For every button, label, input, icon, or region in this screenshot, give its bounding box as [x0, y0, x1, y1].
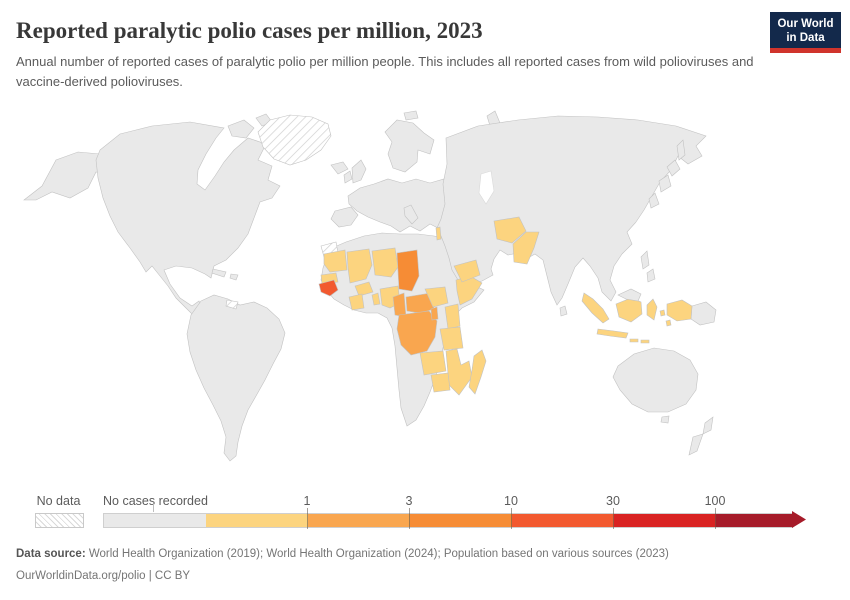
legend-seg-1-3[interactable] — [308, 514, 410, 527]
indonesia-maluku-1[interactable] — [659, 309, 666, 317]
region-french-guiana-no-data[interactable] — [225, 299, 239, 310]
country-mali[interactable] — [346, 248, 373, 284]
country-uganda[interactable] — [430, 306, 439, 321]
region-new-zealand-south[interactable] — [688, 433, 704, 456]
legend-tick-30: 30 — [606, 494, 620, 508]
region-iberia[interactable] — [330, 206, 359, 228]
license-line[interactable]: OurWorldinData.org/polio | CC BY — [16, 570, 191, 582]
region-south-america[interactable] — [186, 294, 286, 462]
region-philippines-north[interactable] — [640, 250, 650, 270]
legend-tick-3: 3 — [405, 494, 413, 508]
legend-color-bar — [103, 513, 793, 528]
region-ireland[interactable] — [343, 170, 353, 184]
indonesia-sumatra[interactable] — [581, 292, 610, 324]
region-papua-new-guinea[interactable] — [690, 301, 717, 326]
indonesia-lesser-sunda-1[interactable] — [629, 338, 639, 343]
legend-seg-100-plus[interactable] — [716, 514, 792, 527]
country-zambia[interactable] — [419, 350, 447, 376]
region-hispaniola[interactable] — [229, 273, 239, 281]
country-madagascar[interactable] — [468, 349, 487, 395]
owid-logo[interactable]: Our World in Data — [770, 12, 841, 48]
legend-tick-10: 10 — [504, 494, 518, 508]
country-guinea[interactable] — [318, 279, 339, 297]
region-italy[interactable] — [403, 204, 419, 225]
legend-no-data-swatch[interactable] — [35, 513, 84, 528]
caspian-sea — [478, 170, 495, 205]
country-cameroon[interactable] — [392, 292, 407, 318]
country-tanzania[interactable] — [439, 326, 464, 351]
legend-seg-0-1[interactable] — [206, 514, 308, 527]
legend-tickline-1 — [307, 508, 308, 529]
country-mauritania[interactable] — [323, 249, 348, 273]
region-new-zealand-north[interactable] — [702, 416, 714, 435]
legend-seg-3-10[interactable] — [410, 514, 512, 527]
region-greenland-no-data[interactable] — [257, 114, 332, 166]
country-niger[interactable] — [371, 247, 399, 278]
chart-subtitle: Annual number of reported cases of paral… — [16, 54, 754, 89]
region-iceland[interactable] — [330, 161, 349, 175]
country-chad[interactable] — [396, 249, 420, 292]
indonesia-kalimantan[interactable] — [615, 297, 643, 323]
datasource-text: World Health Organization (2019); World … — [85, 548, 669, 560]
region-tasmania[interactable] — [660, 415, 670, 424]
legend-tickline-100 — [715, 508, 716, 529]
country-burkina-faso[interactable] — [354, 281, 374, 297]
indonesia-lesser-sunda-2[interactable] — [640, 339, 650, 344]
country-south-sudan[interactable] — [424, 286, 449, 308]
indonesia-java[interactable] — [596, 328, 629, 339]
legend-no-data-label: No data — [36, 494, 81, 508]
country-afghanistan[interactable] — [493, 216, 527, 244]
country-pakistan[interactable] — [512, 231, 540, 265]
region-australia[interactable] — [612, 347, 699, 413]
owid-logo-line2: in Data — [786, 32, 825, 44]
legend-seg-30-100[interactable] — [614, 514, 716, 527]
world-map[interactable] — [0, 108, 850, 478]
region-united-kingdom[interactable] — [351, 159, 367, 184]
legend-tickline-30 — [613, 508, 614, 529]
legend-no-cases-label: No cases recorded — [103, 494, 208, 508]
page-title: Reported paralytic polio cases per milli… — [16, 18, 483, 43]
country-cote-divoire[interactable] — [348, 293, 365, 311]
region-svalbard[interactable] — [403, 110, 419, 121]
region-asia[interactable] — [436, 115, 707, 306]
legend-seg-no-cases[interactable] — [104, 514, 206, 527]
owid-logo-red-strip — [770, 48, 841, 53]
country-israel[interactable] — [435, 226, 442, 241]
legend-arrow-tip — [792, 511, 806, 528]
region-sri-lanka[interactable] — [559, 305, 568, 317]
indonesia-sulawesi[interactable] — [646, 298, 658, 321]
country-kenya[interactable] — [444, 303, 461, 330]
country-mozambique-malawi[interactable] — [445, 348, 473, 396]
region-north-america[interactable] — [95, 121, 281, 332]
indonesia-west-papua[interactable] — [666, 299, 693, 322]
legend-seg-10-30[interactable] — [512, 514, 614, 527]
region-arctic-islands[interactable] — [227, 119, 255, 139]
region-philippines-south[interactable] — [646, 268, 656, 283]
legend-tick-100: 100 — [704, 494, 726, 508]
country-zimbabwe[interactable] — [430, 372, 451, 393]
legend-tick-1: 1 — [303, 494, 311, 508]
region-cuba[interactable] — [211, 268, 227, 278]
country-benin[interactable] — [371, 292, 381, 306]
region-sakhalin[interactable] — [676, 139, 686, 161]
region-japan-north[interactable] — [666, 159, 681, 177]
region-scandinavia[interactable] — [384, 119, 435, 173]
region-korea[interactable] — [648, 192, 660, 209]
region-japan-south[interactable] — [658, 174, 672, 193]
country-indonesia[interactable] — [581, 292, 693, 344]
datasource-line: Data source: World Health Organization (… — [16, 548, 836, 560]
indonesia-maluku-2[interactable] — [665, 319, 672, 327]
legend-no-cases-tickmark — [153, 504, 154, 512]
datasource-label: Data source: — [16, 548, 86, 560]
country-yemen[interactable] — [453, 259, 481, 283]
legend-tickline-3 — [409, 508, 410, 529]
legend-tickline-10 — [511, 508, 512, 529]
region-malaysia-borneo[interactable] — [617, 288, 642, 302]
owid-logo-line1: Our World — [777, 18, 834, 30]
